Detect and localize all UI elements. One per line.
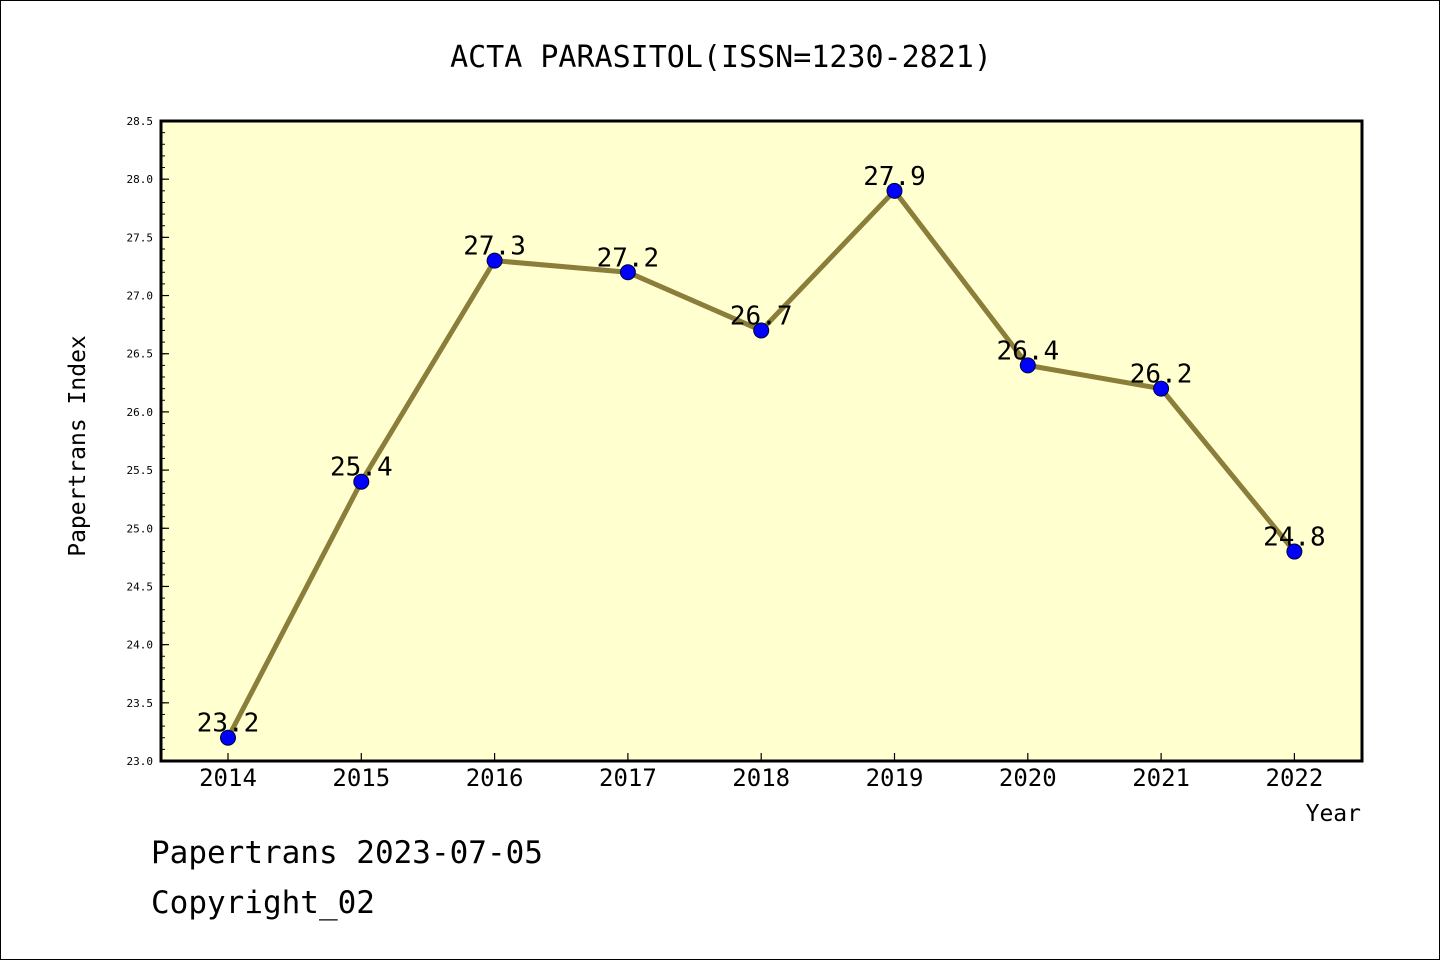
data-point	[1286, 543, 1303, 560]
x-tick-label: 2022	[1266, 764, 1324, 792]
plot-area	[159, 119, 1364, 763]
data-label: 23.2	[197, 709, 260, 739]
data-label: 25.4	[330, 453, 393, 483]
y-tick-label: 27.0	[127, 290, 154, 303]
y-tick-label: 28.0	[127, 173, 154, 186]
x-tick-label: 2021	[1132, 764, 1190, 792]
x-tick-label: 2016	[466, 764, 524, 792]
data-point	[886, 182, 903, 199]
y-tick-label: 28.5	[127, 115, 154, 128]
x-tick-label: 2017	[599, 764, 657, 792]
y-tick-label: 26.0	[127, 406, 154, 419]
y-tick-label: 24.5	[127, 580, 154, 593]
data-label: 27.3	[463, 232, 526, 262]
data-label: 26.4	[996, 336, 1059, 366]
x-axis-label: Year	[1306, 801, 1361, 827]
data-point	[619, 264, 636, 281]
data-point	[353, 473, 370, 490]
y-tick-label: 25.5	[127, 464, 154, 477]
data-point	[220, 729, 236, 746]
data-label: 27.9	[863, 162, 926, 192]
footer-date-text: Papertrans 2023-07-05	[151, 835, 543, 871]
y-tick-label: 25.0	[127, 522, 154, 535]
x-tick-label: 2020	[999, 764, 1057, 792]
footer-copyright-text: Copyright_02	[151, 885, 375, 921]
data-labels: 23.2 25.4 27.3 27.2 26.7 27.9 26.4 26.2 24.8	[197, 162, 1326, 739]
x-tick-label: 2014	[199, 764, 257, 792]
x-tick-label: 2019	[866, 764, 924, 792]
x-tick-label: 2018	[732, 764, 790, 792]
x-axis: 2014 2015 2016 2017 2018 2019 2020 2021 2022	[199, 753, 1323, 792]
y-tick-label: 23.5	[127, 697, 154, 710]
y-tick-label: 26.5	[127, 348, 154, 361]
data-point	[753, 322, 770, 339]
y-axis-label: Papertrans Index	[65, 335, 91, 557]
y-tick-label: 27.5	[127, 231, 154, 244]
chart-title: ACTA PARASITOL(ISSN=1230-2821)	[450, 40, 992, 75]
x-tick-label: 2015	[332, 764, 390, 792]
data-label: 26.2	[1130, 360, 1193, 390]
data-point	[486, 252, 503, 269]
y-tick-label: 23.0	[127, 755, 154, 768]
data-label: 26.7	[730, 301, 793, 331]
data-point	[1019, 357, 1036, 374]
y-axis: 23.0 23.5 24.0 24.5 25.0 25.5 26.0 26.5 27.0 27.5…	[127, 115, 169, 768]
data-point	[1153, 380, 1170, 397]
y-tick-label: 24.0	[127, 639, 154, 652]
data-label: 27.2	[597, 243, 660, 273]
series-markers	[220, 182, 1303, 746]
data-label: 24.8	[1263, 523, 1326, 553]
